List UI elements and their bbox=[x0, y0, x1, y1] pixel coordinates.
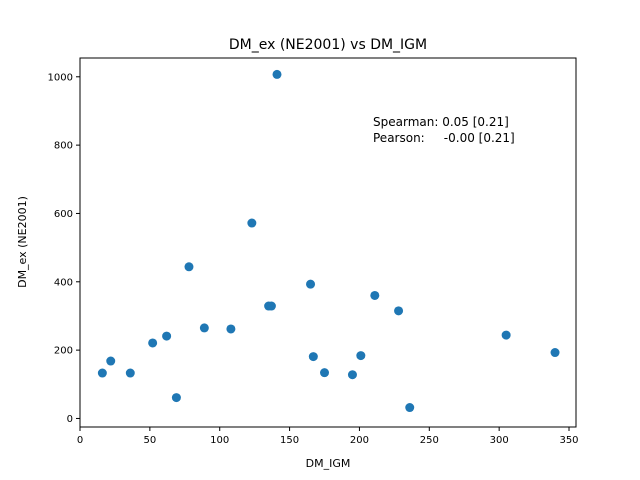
y-axis-label: DM_ex (NE2001) bbox=[16, 196, 29, 288]
correlation-annotation: Spearman: 0.05 [0.21] Pearson: -0.00 [0.… bbox=[373, 115, 515, 145]
data-point bbox=[266, 301, 276, 311]
ticks-layer: 0 50 100 150 200 250 300 350 0 200 400 600 800 1000 bbox=[48, 72, 579, 446]
y-tick-label: 1000 bbox=[48, 72, 73, 83]
data-point bbox=[550, 348, 560, 358]
data-point bbox=[405, 403, 415, 413]
data-point bbox=[148, 338, 158, 348]
y-tick-label: 800 bbox=[54, 141, 73, 152]
x-tick-label: 200 bbox=[350, 435, 369, 446]
data-point bbox=[162, 331, 172, 341]
y-tick-label: 600 bbox=[54, 209, 73, 220]
y-tick-label: 0 bbox=[67, 414, 73, 425]
data-point bbox=[184, 262, 194, 272]
data-point bbox=[199, 323, 209, 333]
data-point bbox=[171, 393, 181, 403]
pearson-text: Pearson: -0.00 [0.21] bbox=[373, 131, 515, 145]
points-layer bbox=[97, 69, 560, 413]
x-tick-label: 350 bbox=[559, 435, 578, 446]
data-point bbox=[501, 330, 511, 340]
data-point bbox=[247, 218, 257, 228]
data-point bbox=[306, 279, 316, 289]
x-tick-label: 50 bbox=[143, 435, 156, 446]
x-tick-label: 150 bbox=[280, 435, 299, 446]
x-tick-label: 0 bbox=[77, 435, 83, 446]
data-point bbox=[320, 368, 330, 378]
x-axis-label: DM_IGM bbox=[306, 457, 351, 470]
data-point bbox=[97, 368, 107, 378]
x-tick-label: 100 bbox=[210, 435, 229, 446]
x-tick-label: 250 bbox=[420, 435, 439, 446]
data-point bbox=[125, 368, 135, 378]
data-point bbox=[394, 306, 404, 316]
chart-title: DM_ex (NE2001) vs DM_IGM bbox=[229, 37, 427, 53]
x-tick-label: 300 bbox=[490, 435, 509, 446]
plot-area-frame bbox=[79, 57, 577, 428]
data-point bbox=[370, 290, 380, 300]
data-point bbox=[347, 370, 357, 380]
data-point bbox=[226, 324, 236, 334]
data-point bbox=[106, 356, 116, 366]
data-point bbox=[272, 69, 282, 79]
y-tick-label: 200 bbox=[54, 346, 73, 357]
data-point bbox=[308, 352, 318, 362]
data-point bbox=[356, 351, 366, 361]
y-tick-label: 400 bbox=[54, 277, 73, 288]
spearman-text: Spearman: 0.05 [0.21] bbox=[373, 115, 509, 129]
